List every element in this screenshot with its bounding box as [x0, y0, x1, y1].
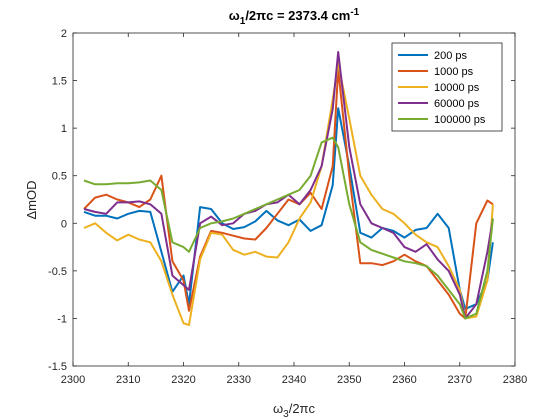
x-tick-label-0: 2300 — [61, 374, 85, 386]
x-tick-label-4: 2340 — [282, 374, 306, 386]
series-line-3 — [83, 51, 494, 320]
y-tick-label-6: 1.5 — [52, 76, 67, 88]
x-tick-label-8: 2380 — [503, 374, 527, 386]
x-tick-label-5: 2350 — [337, 374, 361, 386]
y-axis-label: ΔmOD — [24, 180, 39, 219]
title-superscript: -1 — [350, 7, 359, 18]
y-tick-label-1: -1 — [57, 313, 67, 325]
x-tick-label-7: 2370 — [448, 374, 472, 386]
series-line-1 — [83, 68, 494, 320]
x-tick-label-3: 2330 — [227, 374, 251, 386]
y-tick-label-3: 0 — [61, 218, 67, 230]
x-tick-label-2: 2320 — [171, 374, 195, 386]
legend-label-1: 1000 ps — [434, 66, 474, 78]
xlabel-rest: /2πc — [289, 401, 316, 416]
title-main: /2πc = 2373.4 cm — [245, 8, 350, 23]
chart-title: ω1/2πc = 2373.4 cm-1 — [229, 7, 360, 27]
x-tick-label-6: 2360 — [392, 374, 416, 386]
y-tick-label-4: 0.5 — [52, 171, 67, 183]
y-tick-label-0: -1.5 — [48, 361, 67, 373]
y-tick-label-5: 1 — [61, 123, 67, 135]
series-line-4 — [83, 136, 494, 320]
title-omega: ω — [229, 8, 240, 23]
x-axis-label: ω3/2πc — [273, 401, 316, 420]
y-tick-label-2: -0.5 — [48, 266, 67, 278]
series-line-0 — [83, 107, 494, 310]
legend-label-2: 10000 ps — [434, 82, 480, 94]
y-tick-label-7: 2 — [61, 28, 67, 40]
legend-label-4: 100000 ps — [434, 114, 486, 126]
series-line-2 — [83, 62, 494, 327]
title-subscript: 1 — [240, 16, 246, 27]
xlabel-subscript: 3 — [283, 409, 289, 420]
xlabel-omega: ω — [273, 401, 283, 416]
legend-label-3: 60000 ps — [434, 98, 480, 110]
plot-area: 2300 2310 2320 2330 2340 2350 2360 2370 2380 -1.5… — [48, 28, 527, 386]
legend-box — [391, 42, 503, 132]
x-tick-label-1: 2310 — [116, 374, 140, 386]
legend-label-0: 200 ps — [434, 50, 468, 62]
